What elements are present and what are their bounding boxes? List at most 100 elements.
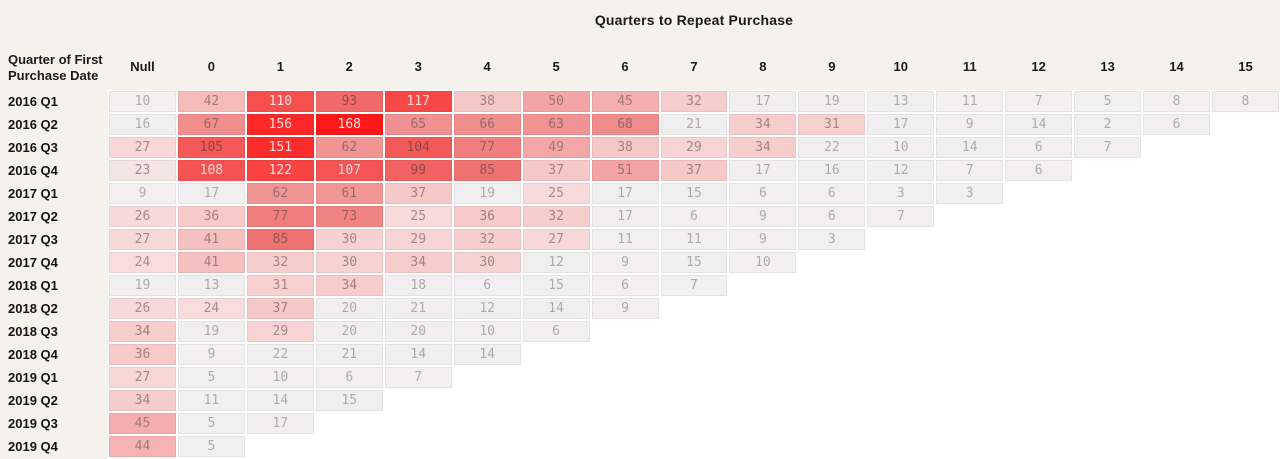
heatmap-cell: 32 [521, 205, 591, 228]
heatmap-cell: 9 [728, 228, 798, 251]
heatmap-row: 26 24 37 20 21 12 14 9 [108, 297, 1280, 320]
heatmap-cell: 9 [590, 297, 660, 320]
heatmap-cell: 67 [176, 113, 246, 136]
heatmap-cell: 68 [590, 113, 660, 136]
row-label-2019-q2: 2019 Q2 [8, 393, 58, 408]
row-label-2019-q4: 2019 Q4 [8, 439, 58, 454]
heatmap-cell: 30 [452, 251, 522, 274]
heatmap-cell: 14 [521, 297, 591, 320]
column-header-5: 5 [552, 59, 560, 74]
heatmap-cell: 110 [245, 90, 315, 113]
heatmap-cell: 27 [521, 228, 591, 251]
heatmap-cell: 27 [108, 228, 177, 251]
heatmap-cell: 17 [728, 90, 798, 113]
heatmap-cell: 11 [659, 228, 729, 251]
heatmap-cell: 22 [797, 136, 867, 159]
heatmap-cell: 25 [521, 182, 591, 205]
heatmap-cell: 32 [245, 251, 315, 274]
heatmap-cell: 16 [797, 159, 867, 182]
heatmap-row: 34 19 29 20 20 10 6 [108, 320, 1280, 343]
heatmap-cell: 7 [935, 159, 1005, 182]
heatmap-cell: 16 [108, 113, 177, 136]
heatmap-cell: 27 [108, 136, 177, 159]
heatmap-cell: 14 [1004, 113, 1074, 136]
row-label-2017-q3: 2017 Q3 [8, 232, 58, 247]
heatmap-cell: 32 [659, 90, 729, 113]
column-header-2: 2 [345, 59, 353, 74]
column-headers: Null 0 1 2 3 4 5 6 7 8 9 10 11 12 13 14 15 [108, 53, 1280, 81]
heatmap-cell: 24 [108, 251, 177, 274]
heatmap-cell: 105 [176, 136, 246, 159]
heatmap-cell: 45 [108, 412, 177, 435]
heatmap-cell: 21 [314, 343, 384, 366]
row-label-2016-q4: 2016 Q4 [8, 163, 58, 178]
heatmap-cell: 8 [1142, 90, 1211, 113]
heatmap-cell: 17 [866, 113, 936, 136]
heatmap-cell: 12 [521, 251, 591, 274]
heatmap-cell: 38 [452, 90, 522, 113]
heatmap-cell: 24 [176, 297, 246, 320]
heatmap-cell: 20 [314, 320, 384, 343]
heatmap-cell: 156 [245, 113, 315, 136]
heatmap-row: 27 5 10 6 7 [108, 366, 1280, 389]
heatmap-cell: 19 [108, 274, 177, 297]
heatmap-cell: 6 [521, 320, 591, 343]
heatmap-cell: 10 [728, 251, 798, 274]
heatmap-cell: 34 [108, 320, 177, 343]
row-label-2019-q3: 2019 Q3 [8, 416, 58, 431]
row-label-2017-q2: 2017 Q2 [8, 209, 58, 224]
heatmap-cell: 18 [383, 274, 453, 297]
heatmap-cell: 15 [659, 182, 729, 205]
heatmap-cell: 3 [935, 182, 1005, 205]
heatmap-cell: 29 [383, 228, 453, 251]
heatmap-cell: 44 [108, 435, 177, 458]
heatmap-cell: 9 [108, 182, 177, 205]
heatmap-row: 34 11 14 15 [108, 389, 1280, 412]
heatmap-cell: 45 [590, 90, 660, 113]
heatmap-cell: 108 [176, 159, 246, 182]
column-header-1: 1 [276, 59, 284, 74]
heatmap-cell: 85 [452, 159, 522, 182]
heatmap-cell: 20 [383, 320, 453, 343]
heatmap-cell: 14 [383, 343, 453, 366]
heatmap-cell: 17 [590, 182, 660, 205]
row-label-2018-q2: 2018 Q2 [8, 301, 58, 316]
heatmap-cell: 41 [176, 228, 246, 251]
heatmap-cell: 17 [176, 182, 246, 205]
heatmap-row: 27 41 85 30 29 32 27 11 11 9 3 [108, 228, 1280, 251]
heatmap-cell: 10 [866, 136, 936, 159]
heatmap-cell: 5 [176, 435, 246, 458]
heatmap-cell: 5 [176, 366, 246, 389]
column-header-3: 3 [414, 59, 422, 74]
row-labels: 2016 Q1 2016 Q2 2016 Q3 2016 Q4 2017 Q1 2017 … [8, 90, 108, 459]
heatmap-cell: 13 [866, 90, 936, 113]
heatmap-cell: 34 [728, 136, 798, 159]
heatmap-cell: 20 [314, 297, 384, 320]
heatmap-cell: 9 [728, 205, 798, 228]
heatmap-cell: 85 [245, 228, 315, 251]
heatmap-cell: 117 [383, 90, 453, 113]
column-header-4: 4 [483, 59, 491, 74]
heatmap-cell: 21 [383, 297, 453, 320]
heatmap-cell: 62 [314, 136, 384, 159]
heatmap-cell: 63 [521, 113, 591, 136]
heatmap-cell: 14 [245, 389, 315, 412]
heatmap-cell: 12 [452, 297, 522, 320]
heatmap-cell: 168 [314, 113, 384, 136]
heatmap-cell: 34 [728, 113, 798, 136]
row-label-2019-q1: 2019 Q1 [8, 370, 58, 385]
heatmap-cell: 17 [590, 205, 660, 228]
heatmap-cell: 42 [176, 90, 246, 113]
heatmap-cell: 17 [728, 159, 798, 182]
heatmap-cell: 10 [245, 366, 315, 389]
heatmap-cell: 21 [659, 113, 729, 136]
heatmap-cell: 34 [314, 274, 384, 297]
heatmap-cell: 8 [1211, 90, 1280, 113]
heatmap-cell: 107 [314, 159, 384, 182]
heatmap-cell: 11 [935, 90, 1005, 113]
heatmap-cell: 99 [383, 159, 453, 182]
heatmap-cell: 11 [176, 389, 246, 412]
column-header-null: Null [130, 59, 155, 74]
heatmap-cell: 15 [314, 389, 384, 412]
heatmap-cell: 37 [521, 159, 591, 182]
